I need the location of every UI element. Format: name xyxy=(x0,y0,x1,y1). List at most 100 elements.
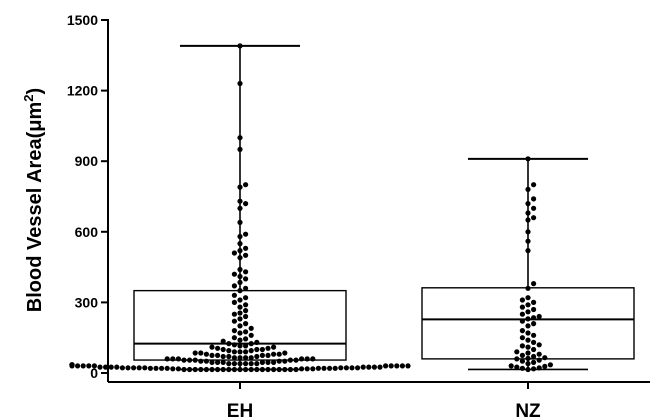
data-point xyxy=(237,146,243,152)
data-point xyxy=(525,344,531,350)
labels-layer: 0 300 600 900 1200 1500 EH NZ xyxy=(67,12,541,418)
data-point xyxy=(215,366,221,373)
data-point xyxy=(271,359,277,365)
data-point xyxy=(531,182,537,188)
data-point xyxy=(321,365,327,371)
data-point xyxy=(237,349,243,355)
data-point xyxy=(536,313,542,320)
data-point xyxy=(542,363,548,369)
data-point xyxy=(231,335,237,341)
points-nz xyxy=(508,156,554,373)
data-point xyxy=(519,318,526,324)
data-point xyxy=(243,302,249,308)
data-point xyxy=(519,352,526,358)
data-point xyxy=(304,366,310,372)
data-point xyxy=(237,288,243,294)
data-point xyxy=(231,299,237,305)
data-point xyxy=(198,358,204,364)
data-point xyxy=(265,359,271,365)
data-point xyxy=(338,365,344,371)
data-point xyxy=(519,297,526,303)
data-point xyxy=(525,366,531,373)
data-point xyxy=(299,366,305,372)
data-point xyxy=(226,348,232,354)
data-point xyxy=(349,365,355,371)
data-point xyxy=(519,365,526,371)
data-point xyxy=(237,310,243,316)
data-point xyxy=(371,364,377,370)
data-point xyxy=(531,215,537,221)
data-point xyxy=(254,353,260,360)
data-point xyxy=(531,315,537,321)
x-tick-label: EH xyxy=(227,401,253,418)
data-point xyxy=(243,201,249,207)
data-point xyxy=(164,365,170,371)
data-point xyxy=(209,359,215,365)
data-point xyxy=(276,366,282,373)
data-point xyxy=(399,363,405,369)
data-point xyxy=(203,358,209,364)
data-point xyxy=(531,299,537,305)
data-point xyxy=(192,366,198,373)
data-point xyxy=(514,356,520,362)
data-point xyxy=(237,304,243,310)
data-point xyxy=(276,358,282,364)
data-point xyxy=(237,184,243,190)
data-point xyxy=(159,365,165,371)
data-point xyxy=(237,233,243,240)
data-point xyxy=(271,344,277,350)
data-point xyxy=(198,350,204,356)
data-point xyxy=(226,341,232,347)
data-point xyxy=(164,356,170,362)
data-point xyxy=(243,361,249,367)
data-point xyxy=(531,346,537,353)
data-point xyxy=(175,356,181,362)
data-point xyxy=(519,328,526,334)
data-point xyxy=(187,357,193,363)
data-point xyxy=(237,337,243,343)
data-point xyxy=(209,352,215,358)
data-point xyxy=(181,357,187,363)
data-point xyxy=(237,343,243,349)
data-point xyxy=(276,351,282,357)
data-point xyxy=(231,292,237,298)
data-point xyxy=(519,358,526,364)
data-point xyxy=(248,325,254,331)
data-point xyxy=(243,295,249,301)
data-point xyxy=(525,295,531,301)
data-point xyxy=(187,366,193,373)
data-point xyxy=(226,353,232,360)
data-point xyxy=(125,365,131,371)
data-point xyxy=(405,363,411,369)
y-tick-label: 0 xyxy=(90,365,98,381)
data-point xyxy=(237,135,243,141)
data-point xyxy=(119,365,125,371)
data-point xyxy=(388,363,394,369)
data-point xyxy=(525,330,531,336)
data-point xyxy=(237,355,243,361)
data-point xyxy=(248,361,254,367)
data-point xyxy=(237,279,243,285)
data-point xyxy=(237,361,243,367)
data-point xyxy=(220,346,226,353)
data-point xyxy=(192,350,198,356)
data-point xyxy=(243,245,249,251)
data-point xyxy=(547,362,554,368)
data-point xyxy=(237,323,243,329)
data-point xyxy=(254,366,260,373)
points-layer xyxy=(69,43,554,373)
data-point xyxy=(525,337,531,343)
data-point xyxy=(525,323,531,329)
data-point xyxy=(525,285,531,291)
data-point xyxy=(226,361,232,367)
data-point xyxy=(519,304,526,310)
data-point xyxy=(265,345,271,351)
data-point xyxy=(310,356,316,362)
data-point xyxy=(181,366,187,373)
data-point xyxy=(360,364,366,370)
data-point xyxy=(243,336,249,342)
data-point xyxy=(254,346,260,353)
points-eh xyxy=(69,43,411,373)
data-point xyxy=(377,364,383,370)
data-point xyxy=(237,43,243,49)
